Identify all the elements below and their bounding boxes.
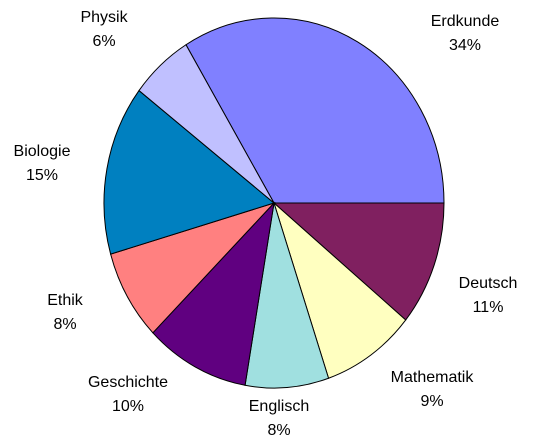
slice-value-label: 15% xyxy=(26,167,58,184)
pie-slice xyxy=(103,89,276,255)
slice-value-label: 6% xyxy=(92,33,115,50)
slice-value-label: 8% xyxy=(53,316,76,333)
slice-label: Englisch xyxy=(249,398,309,415)
slice-label: Physik xyxy=(80,9,128,26)
pie-slice xyxy=(244,202,330,389)
pie-slice xyxy=(272,202,445,321)
pie-slice xyxy=(138,44,275,204)
slice-value-label: 34% xyxy=(449,37,481,54)
pie-slice xyxy=(185,17,445,204)
slice-label: Biologie xyxy=(14,143,71,160)
slice-value-label: 9% xyxy=(420,393,443,410)
pie-slice xyxy=(110,201,276,334)
slice-value-label: 11% xyxy=(473,299,504,316)
slice-label: Ethik xyxy=(47,292,84,309)
slice-label: Mathematik xyxy=(391,369,475,386)
slice-value-label: 10% xyxy=(112,398,144,415)
slice-value-label: 8% xyxy=(267,422,290,439)
pie-slice xyxy=(272,201,407,379)
slice-label: Deutsch xyxy=(459,275,518,292)
pie-slice xyxy=(152,201,275,386)
slice-label: Geschichte xyxy=(88,374,168,391)
slice-label: Erdkunde xyxy=(431,13,500,30)
